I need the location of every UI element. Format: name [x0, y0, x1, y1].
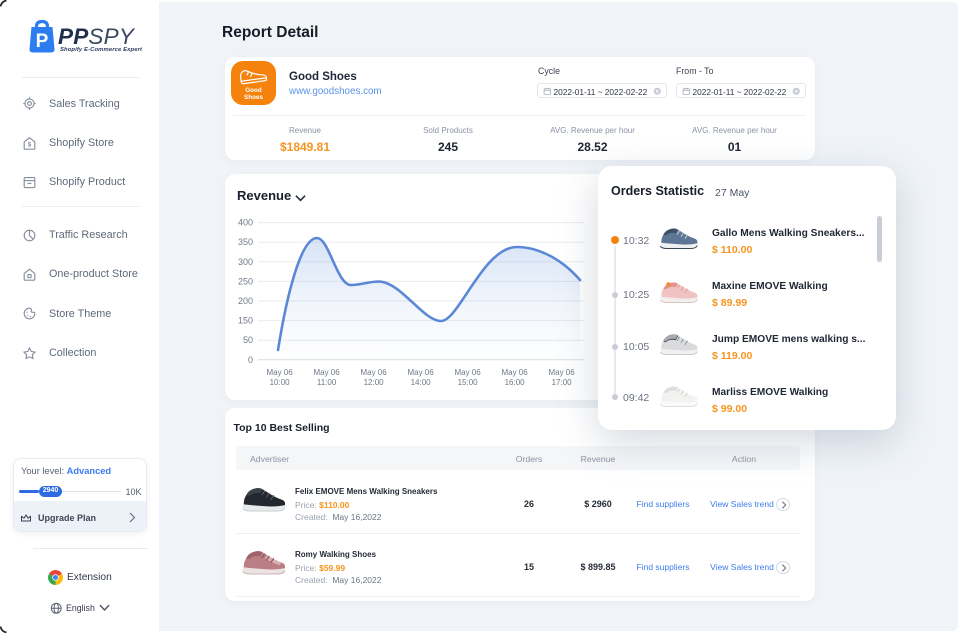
svg-text:50: 50	[243, 335, 253, 345]
svg-text:10:00: 10:00	[270, 378, 291, 387]
svg-text:250: 250	[238, 276, 253, 286]
svg-text:150: 150	[238, 316, 253, 326]
svg-text:P: P	[36, 31, 49, 52]
svg-text:May 06: May 06	[360, 368, 387, 377]
svg-text:May 06: May 06	[407, 368, 434, 377]
svg-text:300: 300	[238, 257, 253, 267]
svg-text:$: $	[28, 141, 32, 148]
svg-text:11:00: 11:00	[317, 378, 337, 387]
svg-text:12:00: 12:00	[364, 378, 385, 387]
svg-text:15:00: 15:00	[458, 378, 479, 387]
svg-text:May 06: May 06	[501, 368, 528, 377]
svg-text:200: 200	[238, 296, 253, 306]
svg-text:May 06: May 06	[454, 368, 481, 377]
svg-text:May 06: May 06	[548, 368, 575, 377]
svg-text:May 06: May 06	[266, 368, 293, 377]
svg-text:400: 400	[238, 218, 253, 228]
svg-text:0: 0	[248, 355, 253, 365]
svg-text:17:00: 17:00	[552, 378, 573, 387]
svg-text:May 06: May 06	[313, 368, 340, 377]
svg-text:14:00: 14:00	[411, 378, 432, 387]
svg-text:350: 350	[238, 237, 253, 247]
svg-text:16:00: 16:00	[505, 378, 526, 387]
